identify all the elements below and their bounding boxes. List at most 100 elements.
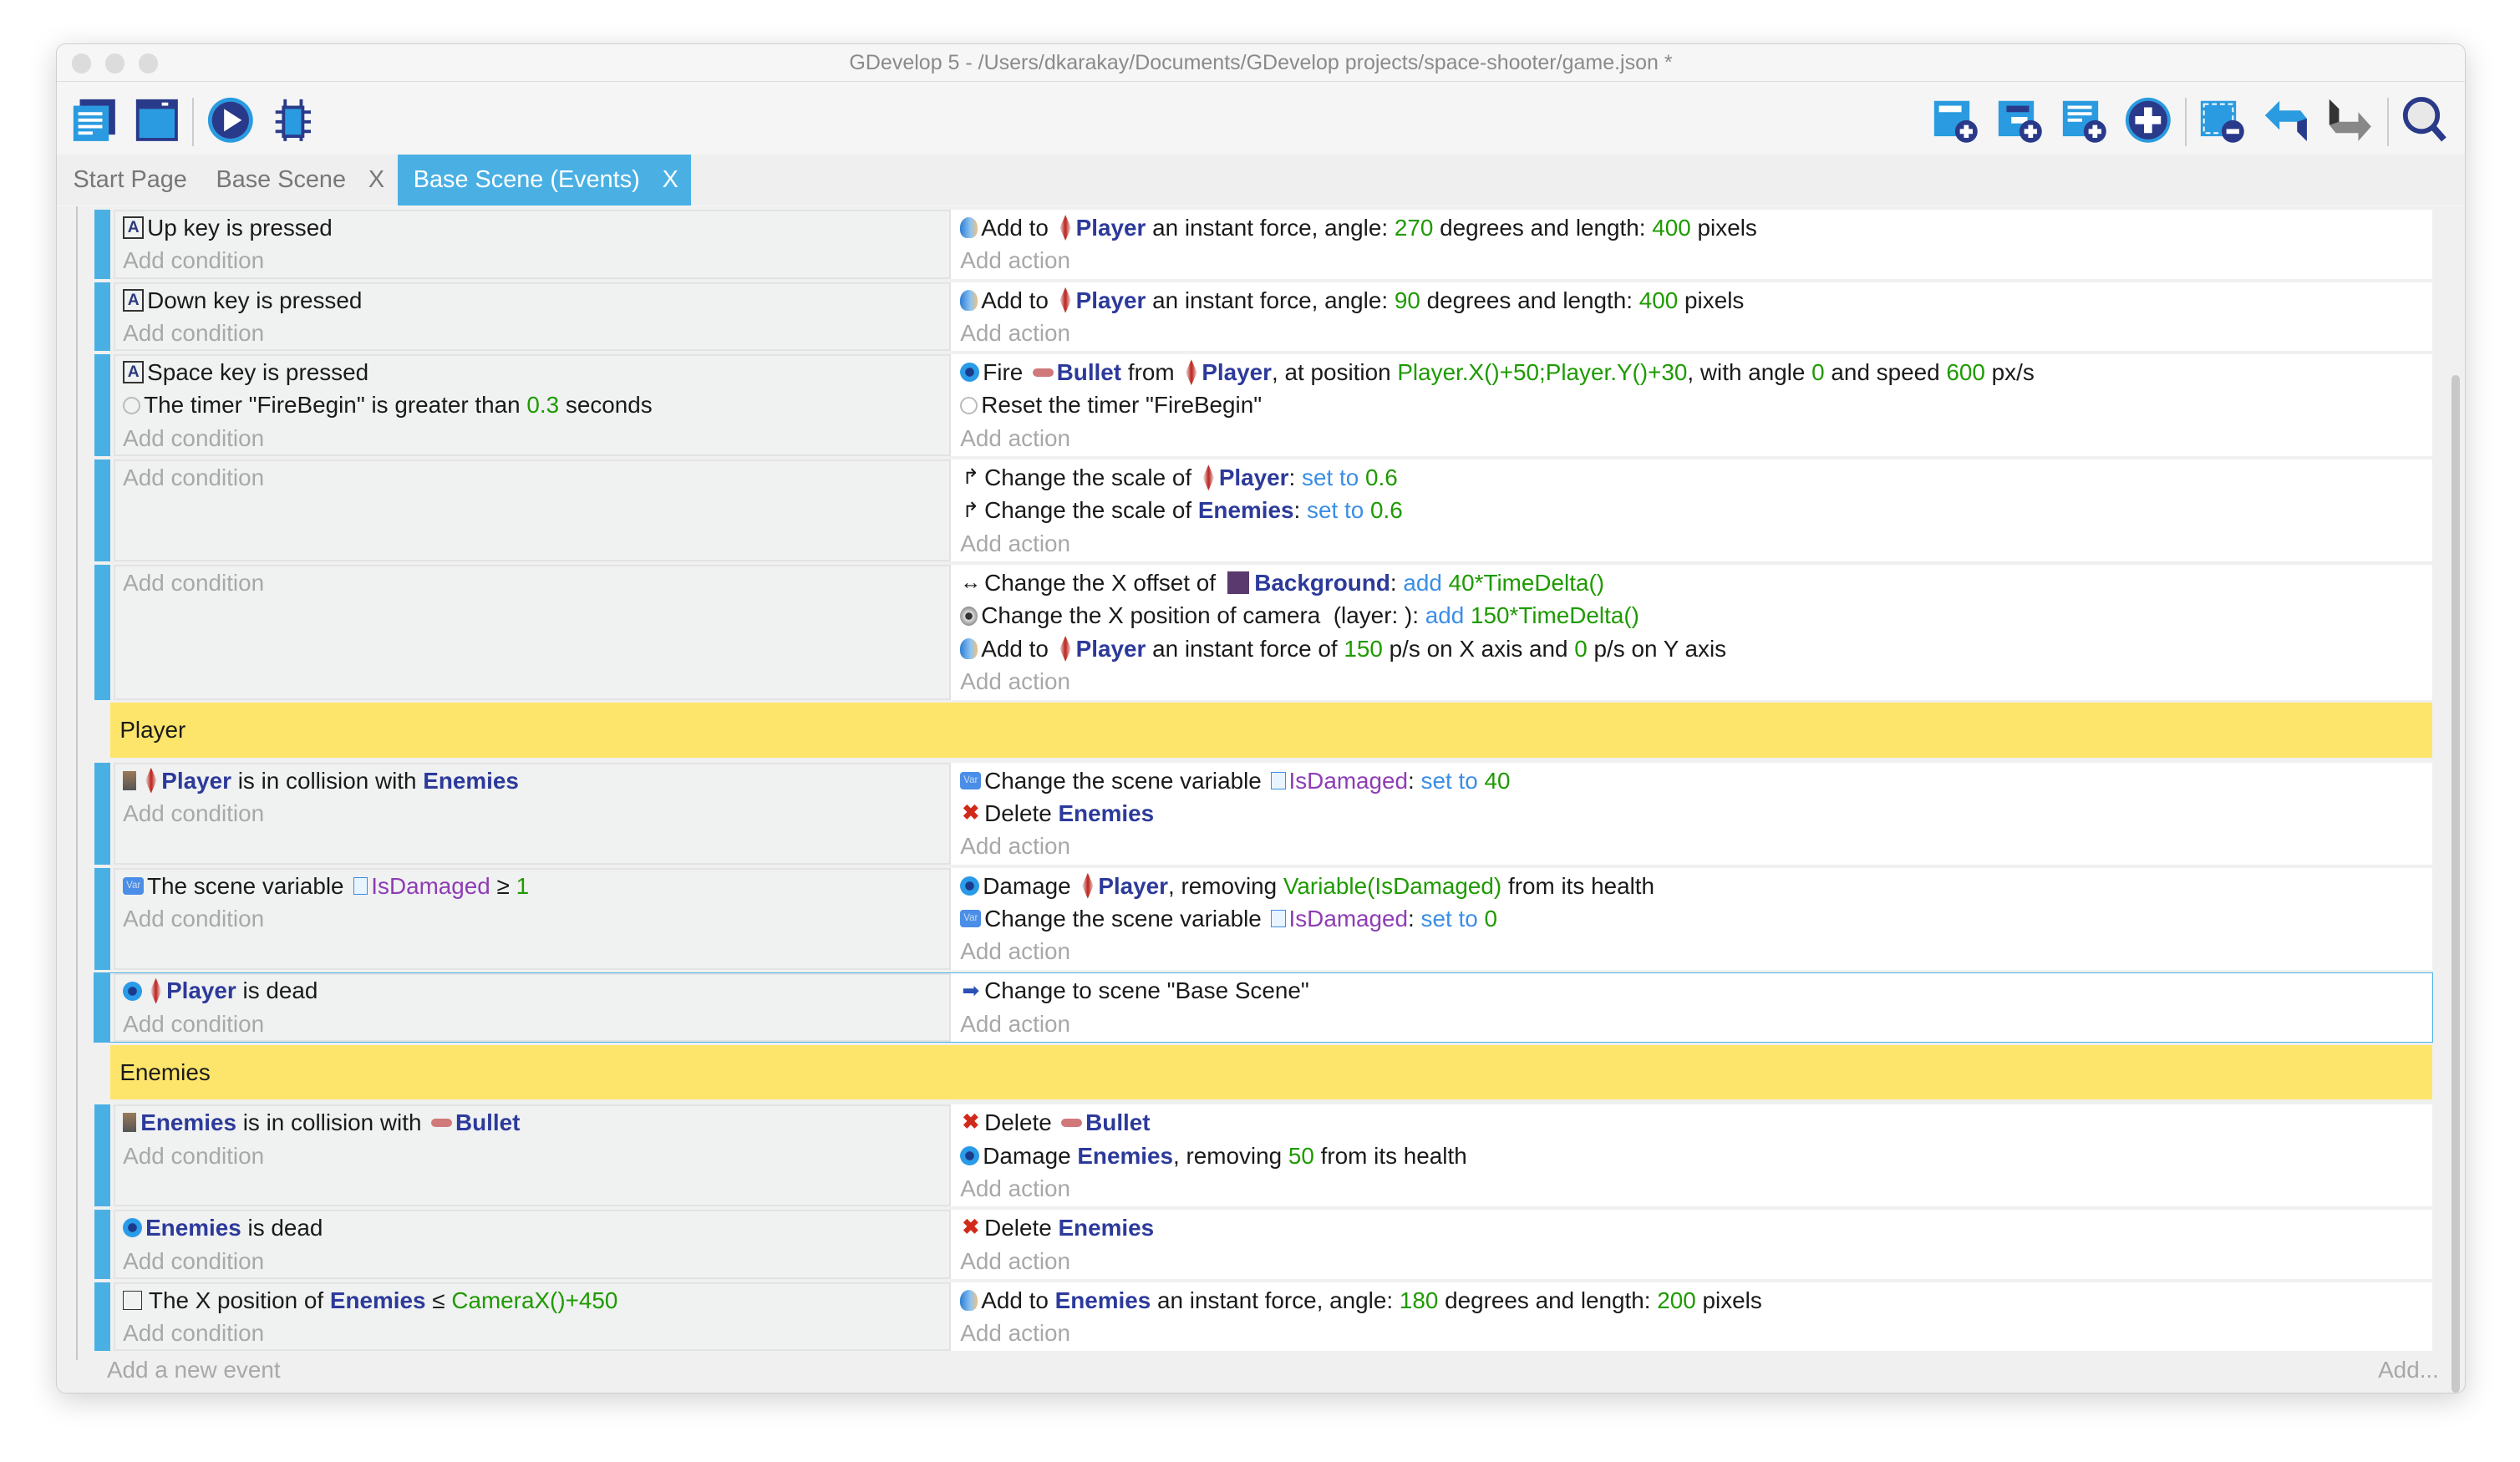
project-manager-icon[interactable] (70, 96, 119, 145)
condition[interactable]: The X position of Enemies ≤ CameraX()+45… (123, 1284, 951, 1317)
scene-editor-icon[interactable] (133, 96, 181, 145)
action[interactable]: Add to Enemies an instant force, angle: … (960, 1284, 2432, 1317)
event-group[interactable]: Enemies (109, 1045, 2433, 1100)
action[interactable]: ↱ Change the scale of Player: set to 0.6 (960, 461, 2432, 494)
add-condition-button[interactable]: Add condition (123, 1010, 265, 1037)
event-group[interactable]: Player (109, 703, 2433, 758)
conditions-column[interactable]: Enemies is in collision with Bullet Add c… (113, 1104, 951, 1207)
condition[interactable]: Player is dead (123, 974, 951, 1007)
add-condition-button[interactable]: Add condition (123, 569, 265, 596)
action[interactable]: Var Change the scene variable IsDamaged: … (960, 764, 2432, 797)
actions-column[interactable]: Add to Player an instant force, angle: 9… (950, 282, 2433, 352)
conditions-column[interactable]: Enemies is dead Add condition (113, 1210, 951, 1279)
action[interactable]: Add to Player an instant force of 150 p/… (960, 632, 2432, 665)
action[interactable]: Add to Player an instant force, angle: 2… (960, 211, 2432, 244)
actions-column[interactable]: ✖ Delete Bullet Damage Enemies, removing 5… (950, 1104, 2433, 1207)
preview-play-icon[interactable] (206, 96, 255, 145)
undo-icon[interactable] (2262, 96, 2310, 145)
event-row[interactable]: A Space key is pressed The timer "FireBegi… (94, 354, 2433, 457)
actions-column[interactable]: Add to Enemies an instant force, angle: … (950, 1282, 2433, 1352)
condition[interactable]: A Space key is pressed (123, 356, 951, 388)
actions-column[interactable]: Add to Player an instant force, angle: 2… (950, 210, 2433, 279)
action[interactable]: ✖ Delete Enemies (960, 1211, 2432, 1244)
action[interactable]: ✖ Delete Enemies (960, 797, 2432, 830)
condition[interactable]: A Up key is pressed (123, 211, 951, 244)
zoom-window-button[interactable] (139, 53, 159, 74)
condition[interactable]: Enemies is in collision with Bullet (123, 1106, 951, 1139)
add-action-button[interactable]: Add action (960, 424, 1071, 451)
condition[interactable]: The timer "FireBegin" is greater than 0.… (123, 388, 951, 421)
event-drag-handle[interactable] (94, 762, 110, 865)
add-action-button[interactable]: Add action (960, 1010, 1071, 1037)
action[interactable]: Reset the timer "FireBegin" (960, 388, 2432, 421)
event-row[interactable]: A Up key is pressed Add condition Add to Pl… (94, 210, 2433, 279)
add-condition-button[interactable]: Add condition (123, 319, 265, 346)
add-action-button[interactable]: Add action (960, 319, 1071, 346)
event-drag-handle[interactable] (94, 1104, 110, 1207)
conditions-column[interactable]: Player is in collision with Enemies Add c… (113, 762, 951, 865)
tab-base-scene[interactable]: Base Scene X (200, 155, 397, 206)
add-condition-button[interactable]: Add condition (123, 464, 265, 491)
action[interactable]: ➡ Change to scene "Base Scene" (960, 974, 2432, 1007)
add-new-event-button[interactable]: Add a new event (106, 1357, 281, 1383)
event-row[interactable]: A Down key is pressed Add condition Add to … (94, 282, 2433, 352)
add-action-button[interactable]: Add action (960, 1320, 1071, 1347)
tab-start-page[interactable]: Start Page (57, 155, 200, 206)
actions-column[interactable]: ↱ Change the scale of Player: set to 0.6 ↱… (950, 459, 2433, 562)
add-condition-button[interactable]: Add condition (123, 905, 265, 932)
action[interactable]: ↱ Change the scale of Enemies: set to 0.6 (960, 494, 2432, 526)
actions-column[interactable]: Fire Bullet from Player, at position Pla… (950, 354, 2433, 457)
condition[interactable]: Player is in collision with Enemies (123, 764, 951, 797)
action[interactable]: Damage Player, removing Variable(IsDamag… (960, 870, 2432, 902)
add-action-button[interactable]: Add action (960, 247, 1071, 274)
condition[interactable]: Var The scene variable IsDamaged ≥ 1 (123, 870, 951, 902)
add-condition-button[interactable]: Add condition (123, 247, 265, 274)
add-action-button[interactable]: Add action (960, 833, 1071, 860)
conditions-column[interactable]: A Space key is pressed The timer "FireBegi… (113, 354, 951, 457)
add-action-button[interactable]: Add action (960, 1247, 1071, 1274)
action[interactable]: Damage Enemies, removing 50 from its hea… (960, 1140, 2432, 1172)
event-drag-handle[interactable] (94, 565, 110, 700)
add-other-icon[interactable] (2124, 96, 2172, 145)
event-row[interactable]: The X position of Enemies ≤ CameraX()+45… (94, 1282, 2433, 1352)
conditions-column[interactable]: Add condition (113, 565, 951, 700)
actions-column[interactable]: Damage Player, removing Variable(IsDamag… (950, 867, 2433, 970)
event-drag-handle[interactable] (94, 1282, 110, 1352)
event-drag-handle[interactable] (94, 459, 110, 562)
action[interactable]: Add to Player an instant force, angle: 9… (960, 284, 2432, 317)
add-action-button[interactable]: Add action (960, 530, 1071, 556)
action[interactable]: ✖ Delete Bullet (960, 1106, 2432, 1139)
event-row[interactable]: Add condition ↔ Change the X offset of Bac… (94, 565, 2433, 700)
event-drag-handle[interactable] (94, 354, 110, 457)
event-drag-handle[interactable] (94, 210, 110, 279)
condition[interactable]: Enemies is dead (123, 1211, 951, 1244)
add-sub-event-icon[interactable] (1995, 96, 2044, 145)
tab-base-scene-events[interactable]: Base Scene (Events) X (397, 154, 692, 206)
close-tab-icon[interactable]: X (368, 165, 385, 193)
actions-column[interactable]: ↔ Change the X offset of Background: add … (950, 565, 2433, 700)
action[interactable]: ↔ Change the X offset of Background: add … (960, 566, 2432, 599)
conditions-column[interactable]: Var The scene variable IsDamaged ≥ 1 Add c… (113, 867, 951, 970)
minimize-window-button[interactable] (104, 53, 125, 74)
conditions-column[interactable]: Add condition (113, 459, 951, 562)
add-comment-icon[interactable] (2060, 96, 2108, 145)
event-row[interactable]: Player is dead Add condition ➡ Change to sc… (93, 972, 2434, 1043)
add-condition-button[interactable]: Add condition (123, 1247, 265, 1274)
add-action-button[interactable]: Add action (960, 938, 1071, 965)
event-row[interactable]: Enemies is in collision with Bullet Add c… (94, 1104, 2433, 1207)
add-condition-button[interactable]: Add condition (123, 424, 265, 451)
action[interactable]: Var Change the scene variable IsDamaged: … (960, 902, 2432, 935)
scrollbar[interactable] (2451, 375, 2460, 1393)
add-action-button[interactable]: Add action (960, 668, 1071, 695)
action[interactable]: Change the X position of camera (layer: … (960, 599, 2432, 632)
action[interactable]: Fire Bullet from Player, at position Pla… (960, 356, 2432, 388)
conditions-column[interactable]: The X position of Enemies ≤ CameraX()+45… (113, 1282, 951, 1352)
event-row[interactable]: Add condition ↱ Change the scale of Player… (94, 459, 2433, 562)
actions-column[interactable]: ✖ Delete Enemies Add action (950, 1210, 2433, 1279)
add-event-icon[interactable] (1931, 96, 1979, 145)
actions-column[interactable]: ➡ Change to scene "Base Scene" Add action (950, 972, 2433, 1043)
event-drag-handle[interactable] (94, 867, 110, 970)
condition[interactable]: A Down key is pressed (123, 284, 951, 317)
conditions-column[interactable]: Player is dead Add condition (113, 972, 951, 1043)
add-condition-button[interactable]: Add condition (123, 1142, 265, 1169)
